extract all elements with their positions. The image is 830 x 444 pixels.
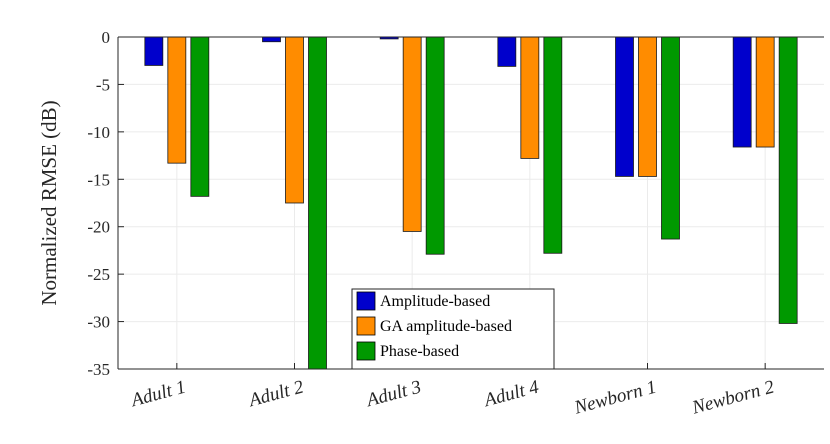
y-tick-label: -5 bbox=[96, 75, 110, 94]
bar-phase-based-adult-1 bbox=[190, 36, 210, 197]
y-tick-label: -25 bbox=[87, 265, 110, 284]
bars-group bbox=[144, 36, 798, 370]
legend-label-amplitude: Amplitude-based bbox=[380, 293, 490, 310]
bar-ga-amplitude-based-adult-2 bbox=[285, 36, 304, 204]
y-tick-label: -15 bbox=[87, 170, 110, 189]
bar-ga-amplitude-based-newborn-2 bbox=[755, 36, 775, 148]
bar-amplitude-based-newborn-2 bbox=[732, 36, 752, 148]
legend-box bbox=[351, 288, 555, 370]
bar-phase-based-newborn-2 bbox=[778, 36, 798, 324]
x-tick-label: Newborn 1 bbox=[571, 377, 658, 419]
bar-phase-based-adult-2 bbox=[308, 36, 327, 370]
bar-amplitude-based-adult-1 bbox=[144, 36, 164, 66]
y-tick-label: -20 bbox=[87, 218, 110, 237]
x-tick-label: Adult 2 bbox=[245, 376, 306, 411]
x-axis-ticks: Adult 1 Adult 2 Adult 3 Adult 4 Newborn 1 New… bbox=[127, 363, 777, 419]
y-tick-label: 0 bbox=[102, 28, 111, 47]
bar-ga-amplitude-based-adult-4 bbox=[520, 36, 540, 159]
bar-ga-amplitude-based-newborn-1 bbox=[638, 36, 657, 177]
bar-phase-based-adult-3 bbox=[425, 36, 445, 255]
y-axis-ticks: 0 -5 -10 -15 -20 -25 -30 -35 bbox=[87, 28, 124, 379]
legend-swatch-amplitude bbox=[356, 291, 376, 311]
legend-swatch-ga-amplitude bbox=[356, 316, 376, 336]
bar-ga-amplitude-based-adult-3 bbox=[402, 36, 422, 232]
legend-label-phase: Phase-based bbox=[380, 343, 459, 360]
x-tick-label: Adult 4 bbox=[480, 376, 541, 411]
x-tick-label: Adult 1 bbox=[127, 377, 188, 412]
x-tick-label: Adult 3 bbox=[363, 377, 424, 412]
bar-amplitude-based-adult-4 bbox=[497, 36, 517, 67]
y-tick-label: -30 bbox=[87, 313, 110, 332]
bar-phase-based-newborn-1 bbox=[661, 36, 680, 240]
legend-label-ga-amplitude: GA amplitude-based bbox=[380, 318, 512, 335]
legend-swatch-phase bbox=[356, 341, 376, 361]
bar-amplitude-based-newborn-1 bbox=[615, 36, 634, 177]
x-tick-label: Newborn 2 bbox=[689, 376, 777, 418]
legend: Amplitude-based GA amplitude-based Phase… bbox=[351, 288, 555, 370]
bar-ga-amplitude-based-adult-1 bbox=[167, 36, 187, 164]
y-axis-label: Normalized RMSE (dB) bbox=[37, 100, 61, 305]
bar-phase-based-adult-4 bbox=[543, 36, 563, 254]
bar-amplitude-based-adult-2 bbox=[262, 36, 281, 43]
y-tick-label: -10 bbox=[87, 123, 110, 142]
y-tick-label: -35 bbox=[87, 360, 110, 379]
